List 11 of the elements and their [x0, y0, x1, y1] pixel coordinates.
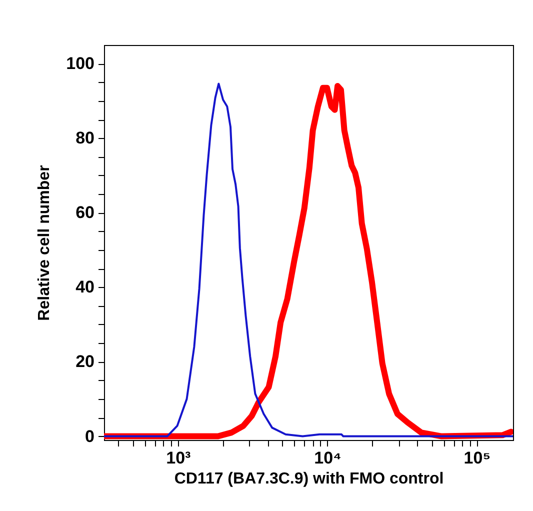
x-tick-label: 10⁴	[314, 448, 342, 468]
y-tick-label: 100	[66, 54, 94, 74]
y-tick-label: 0	[85, 426, 94, 446]
y-axis-title: Relative cell number	[36, 165, 54, 321]
y-tick-label: 20	[76, 352, 94, 372]
x-tick-label: 10⁵	[464, 448, 491, 468]
x-tick-label: 10³	[166, 448, 192, 468]
x-axis-title: CD117 (BA7.3C.9) with FMO control	[174, 470, 444, 488]
y-tick-label: 40	[76, 278, 94, 297]
y-tick-label: 80	[76, 128, 94, 148]
y-tick-label: 60	[76, 203, 94, 222]
